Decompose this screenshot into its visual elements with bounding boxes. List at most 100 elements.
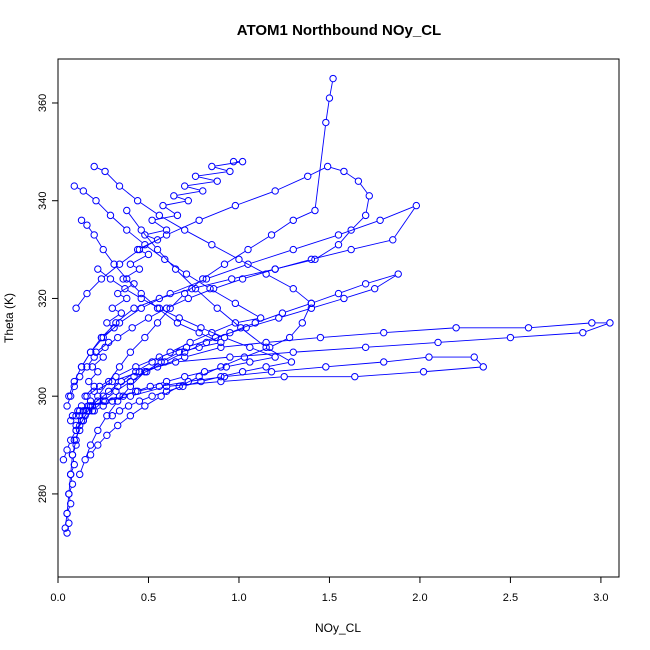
- data-point: [99, 392, 107, 400]
- series-segment: [68, 477, 71, 491]
- series-segment: [214, 323, 233, 332]
- series-10: [59, 182, 265, 464]
- series-segment: [325, 101, 330, 120]
- data-point: [155, 211, 164, 220]
- data-point: [195, 343, 203, 352]
- series-segment: [394, 207, 415, 238]
- data-point: [141, 231, 149, 239]
- data-point: [137, 289, 145, 298]
- data-point: [226, 167, 234, 176]
- data-point: [316, 333, 325, 342]
- series-segment: [258, 313, 280, 323]
- data-point: [170, 192, 178, 200]
- data-point: [126, 382, 135, 391]
- series-segment: [94, 358, 102, 366]
- data-point: [175, 382, 183, 391]
- series-segment: [70, 477, 73, 482]
- series-segment: [198, 176, 215, 181]
- data-point: [262, 363, 270, 371]
- data-point: [231, 201, 240, 210]
- series-segment: [198, 171, 227, 177]
- series-segment: [188, 275, 208, 288]
- series-segment: [128, 280, 140, 292]
- series-segment: [340, 232, 350, 243]
- series-segment: [310, 167, 325, 176]
- data-point: [307, 304, 316, 312]
- data-point: [325, 94, 334, 102]
- data-point: [340, 294, 348, 303]
- data-point: [110, 260, 118, 268]
- series-segment: [182, 347, 197, 352]
- data-point: [217, 372, 225, 381]
- series-layer: [59, 74, 614, 537]
- data-point: [79, 407, 88, 415]
- data-point: [334, 289, 343, 298]
- series-segment: [138, 387, 148, 391]
- data-point: [99, 397, 107, 405]
- data-point: [289, 348, 297, 356]
- series-segment: [180, 323, 197, 332]
- series-segment: [97, 202, 109, 214]
- data-point: [126, 412, 135, 420]
- data-point: [311, 255, 319, 264]
- data-point: [77, 363, 86, 371]
- series-segment: [382, 206, 414, 220]
- series-segment: [146, 325, 156, 336]
- series-segment: [123, 373, 134, 381]
- data-point: [256, 314, 265, 322]
- series-segment: [245, 367, 264, 372]
- data-point: [191, 172, 200, 180]
- series-segment: [140, 202, 157, 214]
- data-point: [329, 74, 337, 83]
- data-point: [311, 206, 319, 215]
- data-point: [262, 343, 270, 352]
- data-point: [246, 343, 254, 352]
- data-point: [90, 407, 98, 415]
- series-segment: [241, 260, 264, 273]
- series-segment: [365, 198, 370, 213]
- data-point: [173, 319, 182, 327]
- data-point: [126, 260, 135, 268]
- data-point: [108, 304, 116, 312]
- data-point: [148, 216, 156, 224]
- series-segment: [250, 236, 270, 249]
- x-tick-label: 2.5: [503, 592, 518, 604]
- series-segment: [96, 349, 103, 356]
- series-segment: [132, 265, 137, 269]
- data-point: [166, 289, 174, 298]
- series-segment: [169, 381, 218, 387]
- data-point: [85, 402, 93, 410]
- series-segment: [346, 172, 357, 180]
- series-segment: [223, 357, 242, 367]
- series-segment: [90, 373, 96, 380]
- data-point: [322, 118, 330, 127]
- data-point: [186, 338, 194, 347]
- data-point: [334, 231, 343, 239]
- data-point: [231, 319, 240, 327]
- data-point: [99, 245, 107, 254]
- series-segment: [81, 369, 86, 375]
- data-point: [179, 382, 187, 391]
- series-segment: [214, 161, 240, 167]
- x-tick-label: 2.0: [412, 592, 427, 604]
- data-point: [182, 270, 191, 278]
- series-segment: [140, 250, 146, 254]
- y-axis: 280 300 320 340 360: [37, 94, 58, 503]
- data-point: [90, 353, 98, 361]
- series-segment: [85, 192, 94, 200]
- y-tick-label: 320: [37, 289, 49, 307]
- series-segment: [125, 392, 133, 396]
- data-point: [83, 392, 91, 400]
- data-point: [94, 392, 102, 400]
- series-segment: [128, 212, 140, 228]
- data-point: [106, 211, 115, 220]
- series-segment: [341, 284, 363, 293]
- data-point: [370, 284, 379, 293]
- series-segment: [227, 338, 248, 347]
- series-segment: [155, 215, 175, 221]
- data-point: [606, 319, 614, 327]
- data-point: [376, 216, 384, 224]
- data-point: [199, 275, 207, 283]
- series-segment: [80, 462, 85, 472]
